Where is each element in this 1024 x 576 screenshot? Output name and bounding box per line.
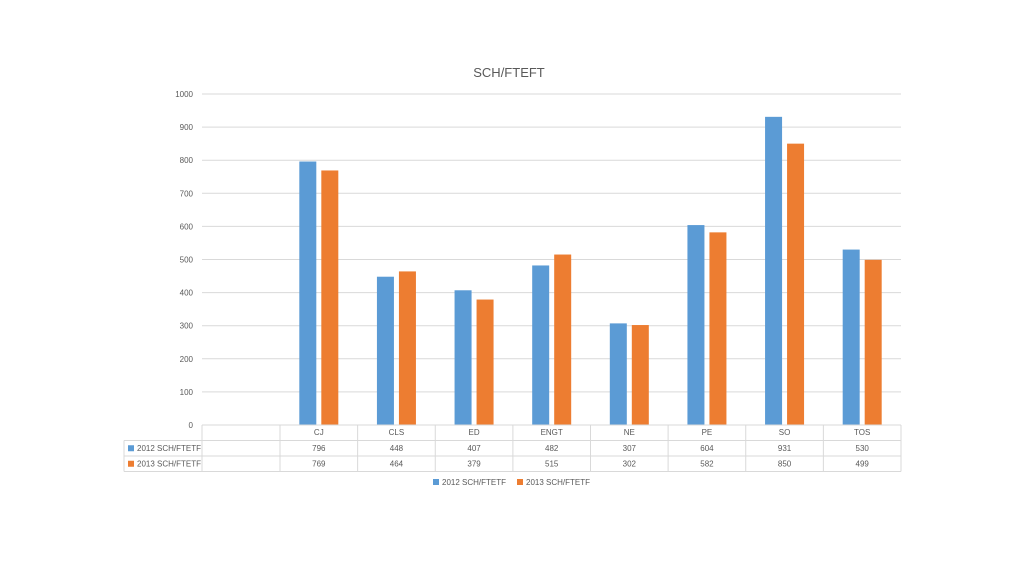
legend: 2012 SCH/FTETF 2013 SCH/FTETF bbox=[433, 478, 590, 487]
bars bbox=[299, 116, 882, 426]
bar-1-cls bbox=[376, 276, 394, 425]
y-tick-label: 800 bbox=[180, 156, 194, 165]
y-tick-label: 100 bbox=[180, 388, 194, 397]
y-tick-label: 600 bbox=[180, 222, 194, 231]
x-tick-label: NE bbox=[624, 428, 635, 437]
y-tick-label: 500 bbox=[180, 256, 194, 265]
bar-2-tos bbox=[864, 259, 882, 425]
x-tick-label: TOS bbox=[854, 428, 870, 437]
data-label: 379 bbox=[467, 460, 481, 469]
bar-2-engt bbox=[554, 254, 572, 425]
table-legend-key bbox=[128, 445, 134, 452]
data-label: 850 bbox=[778, 460, 792, 469]
x-tick-label: ED bbox=[469, 428, 480, 437]
y-tick-label: 900 bbox=[180, 123, 194, 132]
legend-swatch bbox=[433, 479, 439, 485]
x-tick-label: CLS bbox=[389, 428, 405, 437]
data-label: 302 bbox=[623, 460, 637, 469]
bar-1-tos bbox=[842, 249, 860, 425]
data-label: 407 bbox=[467, 444, 481, 453]
data-label: 515 bbox=[545, 460, 559, 469]
bar-2-cls bbox=[398, 271, 416, 425]
y-tick-label: 300 bbox=[180, 322, 194, 331]
data-label: 448 bbox=[390, 444, 404, 453]
bar-1-ed bbox=[454, 290, 472, 425]
x-tick-label: CJ bbox=[314, 428, 324, 437]
bar-2-pe bbox=[709, 232, 727, 425]
legend-label: 2013 SCH/FTETF bbox=[526, 478, 590, 487]
bar-1-engt bbox=[532, 265, 550, 425]
bar-1-so bbox=[765, 116, 783, 426]
chart-title: SCH/FTEFT bbox=[473, 65, 545, 80]
gridlines bbox=[202, 93, 901, 426]
y-tick-label: 1000 bbox=[175, 90, 193, 99]
bar-2-so bbox=[787, 143, 805, 425]
bar-1-pe bbox=[687, 225, 705, 425]
x-tick-label: SO bbox=[779, 428, 791, 437]
bar-2-cj bbox=[321, 170, 339, 425]
data-label: 931 bbox=[778, 444, 792, 453]
y-tick-label: 700 bbox=[180, 189, 194, 198]
legend-swatch bbox=[517, 479, 523, 485]
data-label: 582 bbox=[700, 460, 714, 469]
table-series-label: 2012 SCH/FTETF bbox=[137, 444, 201, 453]
legend-label: 2012 SCH/FTETF bbox=[442, 478, 506, 487]
y-tick-label: 200 bbox=[180, 355, 194, 364]
y-tick-label: 400 bbox=[180, 289, 194, 298]
y-tick-label: 0 bbox=[189, 421, 194, 430]
data-label: 499 bbox=[856, 460, 870, 469]
data-label: 530 bbox=[856, 444, 870, 453]
table-legend-key bbox=[128, 460, 134, 467]
table-series-label: 2013 SCH/FTETF bbox=[137, 460, 201, 469]
y-axis-ticks: 0 100 200 300 400 500 600 700 800 900 1000 bbox=[175, 90, 193, 430]
bar-2-ed bbox=[476, 299, 494, 425]
data-label: 464 bbox=[390, 460, 404, 469]
data-label: 769 bbox=[312, 460, 326, 469]
data-label: 604 bbox=[700, 444, 714, 453]
data-label: 307 bbox=[623, 444, 637, 453]
data-label: 482 bbox=[545, 444, 559, 453]
bar-1-ne bbox=[609, 323, 627, 425]
x-tick-label: ENGT bbox=[541, 428, 563, 437]
bar-2-ne bbox=[631, 325, 649, 425]
bar-1-cj bbox=[299, 161, 317, 426]
data-table: CJ CLS ED ENGT NE PE SO TOS 2012 SCH/FTETF 796 448… bbox=[123, 424, 902, 472]
x-tick-label: PE bbox=[702, 428, 713, 437]
data-label: 796 bbox=[312, 444, 326, 453]
